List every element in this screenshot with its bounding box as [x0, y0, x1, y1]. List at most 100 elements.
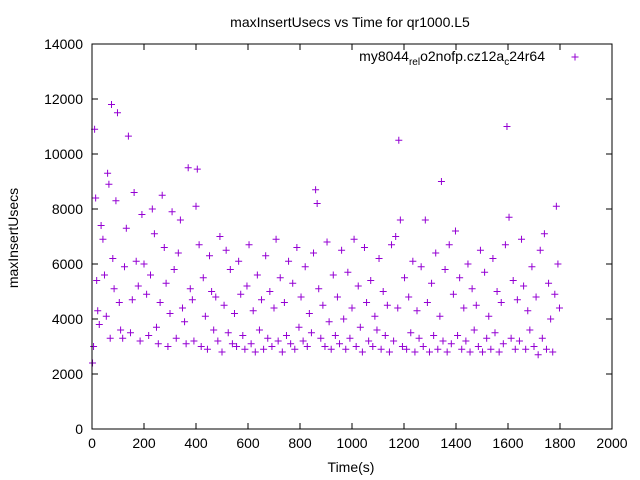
- data-point: [552, 202, 560, 210]
- data-point: [379, 288, 387, 295]
- data-point: [138, 211, 146, 218]
- data-point: [338, 246, 346, 254]
- x-axis-ticks: 0 200 400 600 800 1000 1200 1400 1600 1800 2000: [88, 44, 628, 451]
- x-tick-label: 600: [236, 435, 260, 451]
- data-point: [310, 249, 318, 257]
- data-point: [264, 334, 272, 342]
- data-point: [112, 197, 120, 205]
- data-point: [156, 299, 164, 306]
- data-point: [313, 200, 321, 207]
- data-point: [184, 164, 192, 172]
- data-point: [458, 345, 466, 353]
- data-point: [276, 274, 284, 282]
- data-point: [140, 260, 148, 268]
- data-point: [220, 301, 228, 309]
- data-point: [354, 282, 362, 290]
- data-point: [542, 345, 550, 353]
- data-point: [491, 329, 499, 337]
- data-point: [369, 343, 377, 350]
- data-point: [487, 345, 495, 353]
- data-point: [363, 299, 371, 306]
- data-point: [228, 340, 236, 348]
- data-point: [522, 345, 530, 353]
- data-point: [160, 244, 168, 251]
- data-point: [121, 263, 128, 271]
- data-point: [430, 332, 438, 339]
- data-point: [105, 180, 113, 188]
- data-point: [197, 343, 205, 350]
- data-point: [100, 271, 108, 279]
- data-point: [392, 233, 400, 240]
- data-point: [109, 255, 117, 262]
- x-tick-label: 1200: [388, 435, 419, 451]
- data-point: [551, 290, 559, 298]
- x-tick-label: 1000: [336, 435, 367, 451]
- data-point: [235, 257, 243, 265]
- data-point: [415, 334, 423, 342]
- legend-marker-symbol: [571, 53, 579, 61]
- data-point: [518, 235, 526, 243]
- data-point: [454, 332, 462, 339]
- data-point: [348, 304, 356, 312]
- data-point: [425, 348, 433, 356]
- data-point: [493, 288, 501, 295]
- data-point: [110, 285, 118, 293]
- data-point: [547, 315, 555, 323]
- data-point: [199, 274, 207, 282]
- data-point: [233, 343, 241, 350]
- data-point: [319, 301, 327, 309]
- data-point: [530, 343, 538, 350]
- data-point: [280, 299, 288, 306]
- data-point: [464, 260, 472, 268]
- data-point: [388, 241, 396, 249]
- data-point: [287, 340, 295, 348]
- data-point: [545, 279, 553, 287]
- y-tick-label: 12000: [44, 91, 83, 107]
- data-point: [164, 343, 172, 350]
- data-point: [489, 255, 497, 262]
- data-point: [278, 348, 286, 356]
- data-point: [456, 274, 464, 282]
- data-point: [307, 329, 315, 337]
- data-point: [462, 337, 470, 345]
- data-point: [92, 194, 100, 202]
- data-point: [218, 348, 226, 356]
- data-point: [524, 307, 532, 315]
- data-point: [94, 307, 102, 315]
- data-point: [373, 326, 381, 334]
- data-point: [439, 337, 447, 345]
- y-tick-label: 0: [75, 421, 83, 437]
- data-point: [409, 257, 417, 265]
- data-point: [470, 326, 478, 334]
- data-point: [119, 334, 127, 342]
- data-point: [274, 337, 282, 345]
- data-point: [206, 252, 214, 260]
- data-point: [367, 277, 375, 284]
- data-point: [147, 271, 154, 279]
- data-point: [201, 312, 209, 320]
- data-point: [241, 345, 249, 353]
- data-point: [154, 340, 162, 348]
- data-point: [166, 310, 174, 317]
- data-point: [312, 186, 320, 194]
- data-point: [262, 252, 270, 260]
- data-point: [128, 296, 136, 304]
- data-point: [104, 169, 112, 177]
- data-point: [230, 310, 238, 317]
- data-point: [158, 191, 166, 199]
- data-point: [481, 268, 489, 276]
- data-point: [170, 266, 178, 273]
- data-point: [497, 299, 505, 306]
- data-point: [396, 216, 404, 224]
- y-axis-label: maxInsertUsecs: [5, 188, 21, 288]
- data-point: [186, 285, 194, 293]
- data-point: [383, 301, 391, 309]
- data-point: [178, 304, 186, 312]
- data-point: [534, 351, 542, 359]
- data-point: [445, 241, 453, 249]
- data-point: [474, 343, 482, 350]
- data-point: [102, 312, 110, 320]
- data-point: [423, 299, 431, 306]
- data-point: [90, 343, 98, 350]
- data-point: [117, 326, 125, 334]
